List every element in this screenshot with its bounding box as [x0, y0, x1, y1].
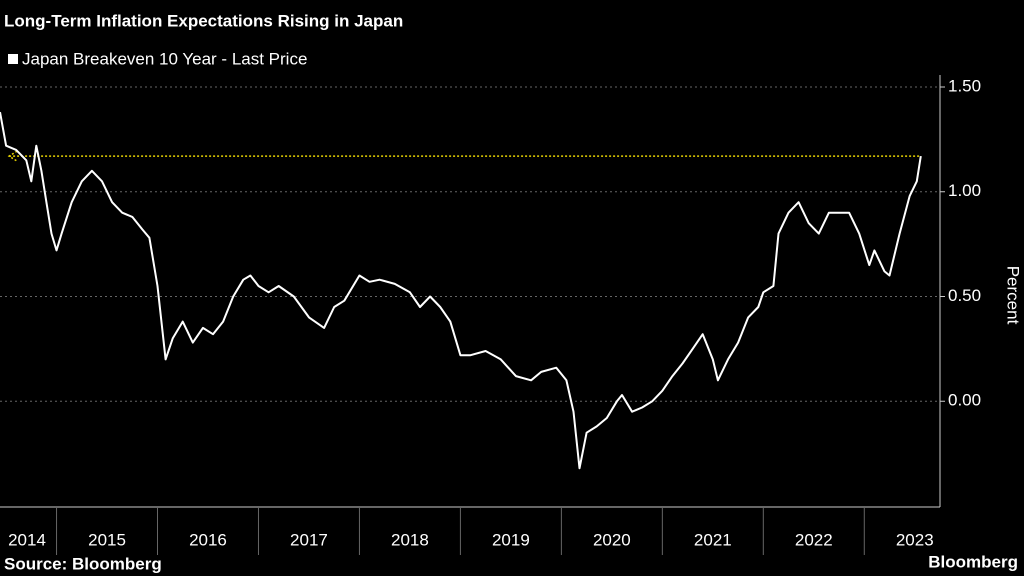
y-tick-label: 0.00 [948, 391, 981, 410]
x-tick-label: 2023 [896, 530, 934, 549]
legend-swatch [8, 54, 18, 64]
y-tick-label: 0.50 [948, 286, 981, 305]
y-axis-title: Percent [1004, 266, 1023, 325]
x-tick-label: 2019 [492, 530, 530, 549]
chart-title: Long-Term Inflation Expectations Rising … [4, 11, 403, 30]
x-tick-label: 2021 [694, 530, 732, 549]
reference-arrow [7, 150, 18, 162]
x-tick-label: 2022 [795, 530, 833, 549]
brand: Bloomberg [928, 552, 1018, 571]
x-tick-label: 2014 [8, 530, 46, 549]
x-tick-label: 2015 [88, 530, 126, 549]
y-tick-label: 1.00 [948, 181, 981, 200]
x-tick-label: 2017 [290, 530, 328, 549]
line-series [0, 111, 922, 470]
x-tick-label: 2018 [391, 530, 429, 549]
legend-label: Japan Breakeven 10 Year - Last Price [22, 49, 307, 68]
source: Source: Bloomberg [4, 554, 162, 573]
x-tick-label: 2016 [189, 530, 227, 549]
y-tick-label: 1.50 [948, 76, 981, 95]
x-tick-label: 2020 [593, 530, 631, 549]
